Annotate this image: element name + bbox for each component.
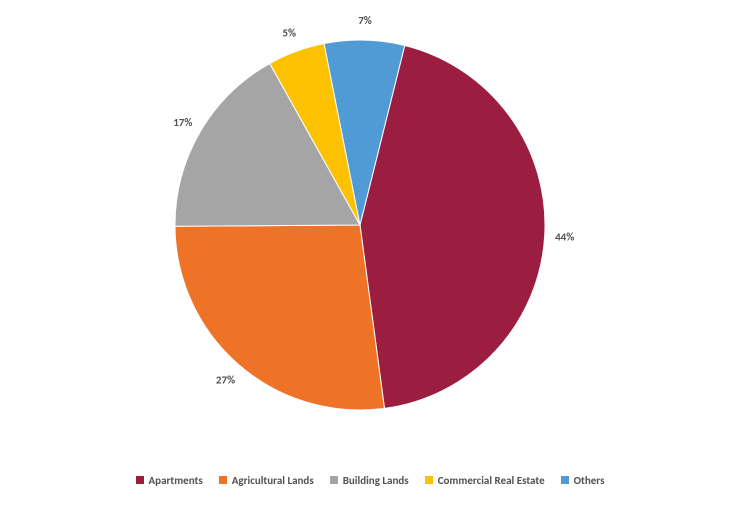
legend-item: Building Lands xyxy=(330,474,409,487)
legend-swatch xyxy=(425,476,433,484)
pie-slice-label: 7% xyxy=(358,14,372,27)
pie-slice-label: 44% xyxy=(555,230,574,243)
pie-slice-agricultural-lands xyxy=(175,225,384,410)
legend-label: Building Lands xyxy=(343,474,409,487)
legend-swatch xyxy=(136,476,144,484)
pie-slice-label: 17% xyxy=(173,116,192,129)
legend: Apartments Agricultural Lands Building Lan… xyxy=(0,474,740,487)
legend-item: Apartments xyxy=(136,474,203,487)
pie-chart-svg: 44% 27% 17% 5% 7% xyxy=(0,0,740,460)
legend-item: Others xyxy=(561,474,605,487)
legend-label: Agricultural Lands xyxy=(232,474,314,487)
pie-chart-container: 44% 27% 17% 5% 7% Apartments Agricultural Lan… xyxy=(0,0,740,505)
pie-slice-label: 27% xyxy=(216,374,235,387)
legend-label: Commercial Real Estate xyxy=(438,474,545,487)
pie-slice-label: 5% xyxy=(282,27,296,40)
legend-label: Others xyxy=(574,474,605,487)
legend-swatch xyxy=(561,476,569,484)
legend-label: Apartments xyxy=(149,474,203,487)
legend-swatch xyxy=(330,476,338,484)
legend-swatch xyxy=(219,476,227,484)
legend-item: Commercial Real Estate xyxy=(425,474,545,487)
legend-item: Agricultural Lands xyxy=(219,474,314,487)
